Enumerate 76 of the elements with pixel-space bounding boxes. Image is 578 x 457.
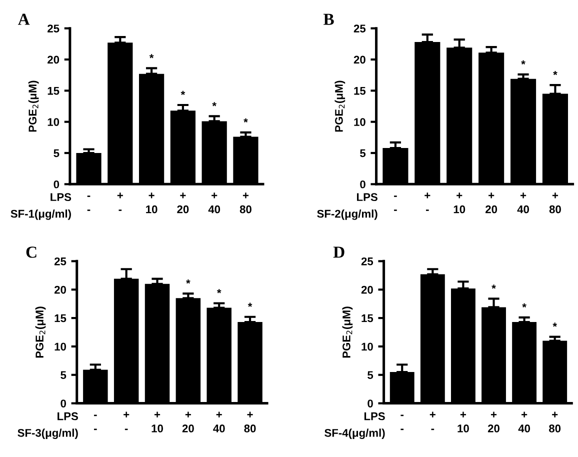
y-tick-label: 25: [54, 257, 66, 266]
y-tick-label: 10: [48, 118, 60, 126]
x-tick-label: + 40: [517, 192, 529, 214]
text: SF-3(μg/ml): [18, 428, 78, 440]
y-tick-label: 10: [54, 342, 66, 351]
y-axis-title: PGE$_{2}$(μM): [342, 306, 353, 358]
annotation: *: [492, 284, 496, 289]
annotation: *: [522, 303, 526, 308]
chart-title: D: [333, 246, 344, 258]
y-tick-label: 25: [361, 257, 374, 266]
y-tick-label: 20: [48, 56, 60, 64]
y-tick-label: 0: [60, 400, 66, 408]
annotation: *: [149, 54, 154, 58]
y-tick-label: 5: [60, 371, 66, 380]
y-tick-label: 10: [354, 118, 366, 126]
x-tick-label: + -: [117, 192, 123, 211]
x-tick-label: + 80: [244, 412, 256, 432]
x-tick-label: + 80: [240, 192, 252, 214]
x-tick-label: + -: [124, 412, 130, 430]
x-tick-label: + 40: [208, 192, 220, 214]
y-tick-label: 20: [54, 286, 66, 294]
y-tick-label: 25: [354, 24, 366, 32]
annotation: *: [521, 60, 526, 64]
x-tick-label: + 20: [182, 412, 194, 432]
y-tick-label: 20: [354, 56, 366, 64]
text: SF-1(μg/ml): [10, 210, 71, 220]
text: LPS: [364, 412, 385, 420]
x-tick-label: + 10: [454, 192, 466, 214]
x-tick-label: - -: [394, 196, 397, 211]
annotation: *: [552, 322, 557, 327]
annotation: *: [248, 302, 252, 307]
chart-title: C: [26, 246, 36, 258]
text: SF-4(μg/ml): [324, 428, 385, 440]
y-tick-label: 15: [54, 314, 66, 322]
y-tick-label: 10: [362, 342, 373, 351]
text: LPS: [357, 193, 378, 202]
y-tick-label: 5: [54, 149, 60, 158]
x-tick-label: + 40: [213, 412, 225, 432]
y-tick-label: 0: [54, 180, 60, 188]
y-tick-label: 25: [48, 24, 60, 32]
y-tick-label: 5: [360, 149, 366, 158]
y-axis-title: PGE$_{2}$(μM): [28, 80, 39, 132]
y-tick-label: 0: [360, 180, 366, 188]
text: SF-2(μg/ml): [317, 210, 378, 220]
x-tick-label: + 10: [458, 412, 469, 432]
text: LPS: [50, 193, 72, 202]
annotation: *: [186, 279, 190, 284]
annotation: *: [216, 289, 222, 294]
text: LPS: [58, 412, 78, 420]
x-tick-label: - -: [87, 196, 90, 211]
y-tick-label: 0: [368, 400, 373, 408]
x-tick-label: - -: [94, 414, 97, 430]
x-tick-label: + 10: [152, 412, 163, 432]
y-tick-label: 20: [361, 286, 373, 294]
y-axis-title: PGE$_{2}$(μM): [334, 80, 346, 132]
x-tick-label: - -: [400, 414, 404, 430]
y-tick-label: 15: [48, 87, 60, 95]
x-tick-label: + -: [430, 412, 436, 430]
chart-title: B: [323, 14, 334, 25]
x-tick-label: + 40: [518, 412, 530, 432]
x-tick-label: + 20: [488, 412, 500, 432]
annotation: *: [553, 70, 558, 76]
annotation: *: [180, 90, 186, 96]
y-tick-label: 5: [368, 371, 374, 380]
x-tick-label: + 80: [549, 192, 561, 214]
x-tick-label: + 20: [486, 192, 498, 214]
y-tick-label: 15: [354, 87, 366, 95]
x-tick-label: + 10: [146, 192, 158, 214]
y-axis-title: PGE$_{2}$(μM): [35, 306, 46, 358]
x-tick-label: + 20: [177, 192, 189, 214]
annotation: *: [212, 102, 216, 106]
annotation: *: [244, 118, 248, 122]
y-tick-label: 15: [362, 314, 374, 322]
x-tick-label: + 80: [549, 412, 561, 432]
x-tick-label: + -: [424, 192, 430, 211]
chart-title: A: [18, 14, 30, 25]
